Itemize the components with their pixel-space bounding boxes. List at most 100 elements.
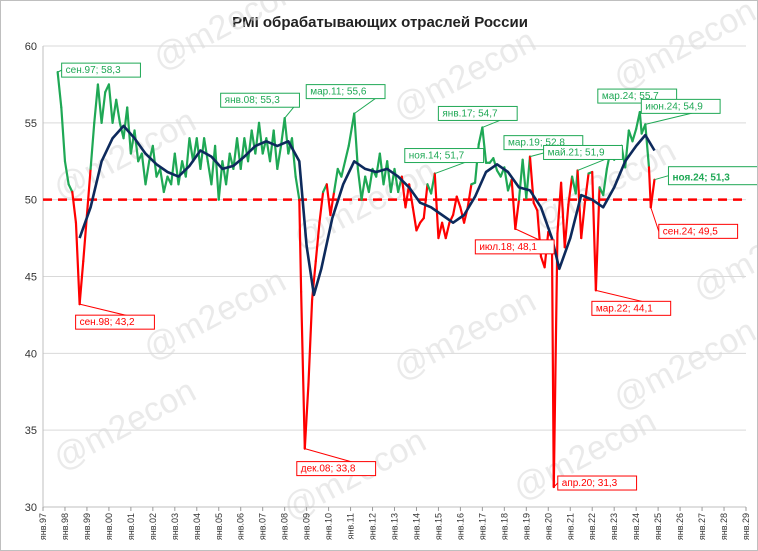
annotation-box (220, 92, 300, 108)
pmi-segment (213, 144, 220, 201)
y-tick-label: 60 (25, 41, 37, 53)
pmi-segment (340, 160, 347, 178)
x-tick-label: янв.00 (104, 513, 114, 540)
chart-title: PMI обрабатывающих отраслей России (232, 14, 528, 31)
watermark-text: @m2econ (607, 312, 757, 419)
pmi-segment (100, 90, 107, 124)
annotation-label: сен.98; 43,2 (80, 317, 135, 328)
x-tick-label: янв.29 (741, 513, 751, 540)
pmi-segment (638, 110, 643, 135)
pmi-segment (451, 195, 458, 217)
pmi-segment (386, 160, 392, 194)
annotation-box (305, 84, 386, 100)
pmi-segment (567, 175, 574, 206)
pmi-segment (591, 170, 597, 292)
annotation-label: мар.24; 55,7 (602, 91, 659, 102)
pmi-segment (347, 112, 356, 147)
x-tick-label: янв.27 (697, 513, 707, 540)
pmi-segment (647, 166, 652, 209)
pmi-segment (257, 121, 264, 155)
annotation-label: апр.20; 31,3 (562, 478, 618, 489)
pmi-segment (563, 203, 570, 249)
annotation-label: май.21; 51,9 (548, 147, 605, 158)
x-tick-label: янв.08 (280, 513, 290, 540)
annotation-label: июл.18; 48,1 (479, 242, 537, 253)
pmi-segment (60, 106, 67, 163)
pmi-segment (415, 221, 422, 232)
x-tick-label: янв.22 (587, 513, 597, 540)
pmi-segment (318, 190, 325, 224)
pmi-segment (224, 152, 231, 186)
pmi-segment (96, 83, 103, 124)
pmi-segment (300, 290, 306, 450)
x-tick-label: янв.21 (565, 513, 575, 540)
pmi-segment (63, 160, 70, 186)
x-tick-label: янв.23 (609, 513, 619, 540)
y-tick-label: 50 (25, 195, 37, 207)
y-tick-label: 45 (25, 272, 37, 284)
pmi-segment (173, 152, 180, 186)
annotation-label: июн.24; 54,9 (645, 101, 703, 112)
watermark-text: @m2econ (47, 372, 202, 479)
x-tick-label: янв.15 (433, 513, 443, 540)
watermark-text: @m2econ (147, 1, 302, 78)
annotation-label: мар.22; 44,1 (596, 303, 653, 314)
pmi-segment (290, 137, 297, 178)
trend-line (78, 124, 656, 297)
pmi-segment (580, 201, 586, 240)
pmi-segment (115, 98, 121, 124)
pmi-segment (188, 137, 195, 163)
annotation-layer: сен.97; 58,3 сен.98; 43,2 янв.08; 55,3 дек.… (57, 62, 757, 491)
pmi-segment (444, 221, 451, 240)
pmi-segment (644, 123, 651, 169)
pmi-segment (455, 195, 462, 209)
x-tick-label: янв.10 (324, 513, 334, 540)
pmi-segment (272, 129, 279, 171)
watermark-text: @m2econ (47, 102, 202, 209)
x-tick-label: янв.02 (148, 513, 158, 540)
annotation-box (658, 223, 739, 239)
pmi-segment (74, 221, 81, 306)
y-tick-label: 30 (25, 502, 37, 514)
annotation-box (474, 239, 555, 255)
x-tick-label: янв.01 (126, 513, 136, 540)
pmi-segment (254, 121, 261, 155)
annotation-box (75, 314, 155, 330)
x-tick-label: янв.14 (411, 513, 421, 540)
annotation-leader (654, 175, 669, 181)
x-tick-label: янв.17 (477, 513, 487, 540)
pmi-segment (437, 221, 444, 240)
annotation-label: мар.11; 55,6 (310, 87, 367, 98)
annotation-box (640, 98, 721, 114)
annotation-label: сен.97; 58,3 (66, 65, 121, 76)
x-tick-label: янв.07 (258, 513, 268, 540)
annotation-label: мар.19; 52,8 (508, 138, 565, 149)
pmi-segment (239, 137, 246, 171)
pmi-segment (481, 126, 488, 164)
pmi-segment (107, 83, 114, 124)
pmi-segment (283, 117, 290, 155)
pmi-segment (521, 158, 528, 200)
pmi-segment (514, 198, 521, 230)
pmi-segment (276, 144, 283, 171)
annotation-box (543, 144, 623, 160)
watermark-layer: @m2econ @m2econ @m2econ@m2econ @m2econ @m2ec… (47, 1, 757, 528)
pmi-segment (532, 201, 539, 212)
x-tick-label: янв.09 (302, 513, 312, 540)
pmi-segment (78, 260, 85, 306)
pmi-segment (235, 137, 242, 171)
pmi-segment (144, 160, 151, 186)
pmi-segment (170, 152, 176, 186)
pmi-segment (298, 198, 303, 293)
y-axis-ticks: 30 35 40 45 50 55 60 (25, 41, 37, 514)
annotation-label: ноя.14; 51,7 (409, 151, 465, 162)
pmi-segment (466, 183, 473, 209)
y-tick-label: 35 (25, 425, 37, 437)
pmi-segment (433, 172, 440, 240)
annotation-box (296, 461, 377, 477)
annotation-leader (650, 207, 660, 232)
pmi-segment (329, 190, 336, 217)
pmi-segment (353, 112, 359, 171)
pmi-segment (140, 152, 147, 186)
